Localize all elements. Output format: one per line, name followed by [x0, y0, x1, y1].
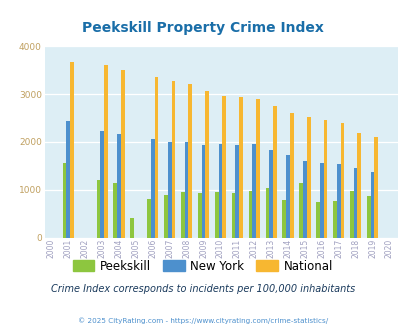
Bar	[302, 161, 306, 238]
Bar	[235, 145, 239, 238]
Bar	[272, 106, 276, 238]
Bar	[218, 144, 222, 238]
Text: © 2025 CityRating.com - https://www.cityrating.com/crime-statistics/: © 2025 CityRating.com - https://www.city…	[78, 318, 327, 324]
Bar	[147, 199, 151, 238]
Bar	[154, 77, 158, 238]
Bar	[151, 139, 154, 238]
Bar	[205, 91, 209, 238]
Bar	[164, 195, 167, 238]
Bar	[130, 218, 134, 238]
Bar	[340, 123, 343, 238]
Bar	[66, 121, 70, 238]
Bar	[96, 180, 100, 238]
Bar	[198, 193, 201, 238]
Bar	[357, 133, 360, 238]
Bar	[117, 134, 121, 238]
Bar	[252, 144, 256, 238]
Bar	[167, 142, 171, 238]
Bar	[370, 172, 373, 238]
Bar	[222, 96, 226, 238]
Bar	[269, 149, 272, 238]
Bar	[265, 188, 269, 238]
Bar	[349, 191, 353, 238]
Bar	[201, 145, 205, 238]
Bar	[315, 202, 319, 238]
Bar	[188, 83, 192, 238]
Bar	[373, 137, 377, 238]
Bar	[248, 191, 252, 238]
Bar	[231, 193, 235, 238]
Bar	[298, 182, 302, 238]
Bar	[184, 142, 188, 238]
Bar	[70, 62, 74, 238]
Bar	[353, 168, 357, 238]
Text: Peekskill Property Crime Index: Peekskill Property Crime Index	[82, 21, 323, 35]
Bar	[336, 164, 340, 238]
Bar	[366, 196, 370, 238]
Bar	[286, 155, 289, 238]
Bar	[239, 97, 242, 238]
Bar	[121, 70, 124, 238]
Bar	[113, 182, 117, 238]
Bar	[306, 117, 310, 238]
Bar	[104, 65, 107, 238]
Bar	[289, 113, 293, 238]
Bar	[333, 201, 336, 238]
Bar	[256, 99, 259, 238]
Bar	[214, 192, 218, 238]
Bar	[181, 192, 184, 238]
Bar	[100, 131, 104, 238]
Bar	[63, 163, 66, 238]
Legend: Peekskill, New York, National: Peekskill, New York, National	[68, 255, 337, 278]
Text: Crime Index corresponds to incidents per 100,000 inhabitants: Crime Index corresponds to incidents per…	[51, 284, 354, 294]
Bar	[319, 163, 323, 238]
Bar	[323, 120, 326, 238]
Bar	[282, 200, 286, 238]
Bar	[171, 81, 175, 238]
